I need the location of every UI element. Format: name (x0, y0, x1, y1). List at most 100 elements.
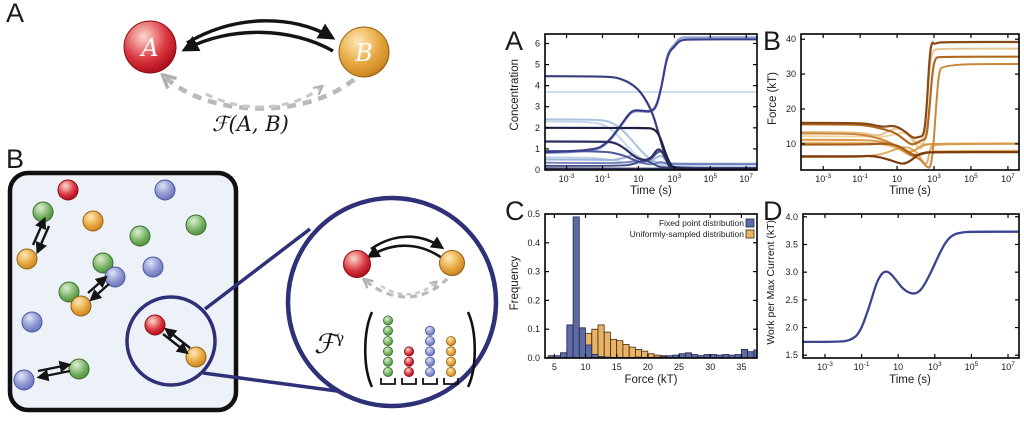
histogram-bar (747, 351, 755, 358)
x-tick-label: 20 (643, 362, 653, 372)
histogram-bar (616, 340, 624, 358)
forward-arrow (186, 19, 336, 45)
plot-d-canvas: 10-3 10-1 10 103 105 107 1.5 2.0 2.5 3.0 3.5 4.0 (785, 212, 1020, 372)
column-dot-green (382, 356, 393, 367)
legend-swatch (745, 229, 755, 239)
column-dot-red (403, 366, 414, 377)
y-tick-label: 5 (535, 60, 540, 70)
y-tick-label: 1 (535, 144, 540, 154)
axes: 10-3 10-1 10 103 105 107 10 20 30 40 (786, 33, 1020, 184)
trajectory-line (545, 159, 757, 170)
x-tick-label: 10 (633, 174, 643, 184)
y-tick-label: 30 (786, 69, 796, 79)
zoom-reaction-arrows (366, 235, 449, 299)
y-tick-label: 0.2 (527, 295, 540, 305)
plot-c-xlabel: Force (kT) (624, 374, 678, 386)
molecule-blue (142, 256, 164, 278)
column-dot-green (382, 346, 393, 357)
species-a-label: A (139, 34, 158, 62)
x-tick-label: 10-3 (817, 361, 833, 372)
column-dot-blue (424, 366, 435, 377)
legend-label: Fixed point distribution (659, 218, 744, 228)
column-dot-red (403, 356, 414, 367)
x-tick-label: 30 (705, 362, 715, 372)
trajectory-lines (801, 40, 1019, 169)
species-b-label: B (354, 39, 373, 67)
trajectory-lines (545, 36, 757, 170)
y-tick-label: 0.0 (527, 353, 540, 363)
x-tick-label: 35 (736, 362, 746, 372)
legend: Fixed point distributionUniformly-sample… (630, 218, 755, 239)
histogram-bar (566, 324, 574, 358)
y-tick-label: 3.5 (785, 239, 798, 249)
column-dot-blue (424, 336, 435, 347)
y-tick-label: 20 (786, 104, 796, 114)
molecule-orange (16, 248, 38, 270)
magnifier-line-top (203, 227, 312, 311)
reversible-reaction-arrows (181, 19, 336, 53)
gamma-exponent: γ (335, 329, 345, 347)
histogram-bar (597, 324, 605, 358)
trajectory-line (545, 140, 757, 170)
histogram-bar (641, 350, 649, 358)
column-dot-green (382, 315, 393, 326)
column-dot-blue (424, 356, 435, 367)
species-b-ball (338, 26, 390, 78)
plot-a-xlabel: Time (s) (630, 185, 672, 197)
y-tick-label: 10 (786, 139, 796, 149)
panel-letter-plot-a: A (505, 26, 524, 56)
trajectory-line (545, 38, 757, 154)
molecule-blue (21, 311, 43, 333)
y-tick-label: 0.5 (527, 209, 540, 219)
reaction-arrow-pairs (31, 216, 191, 382)
trajectory-line (545, 36, 757, 155)
axes: 5 10 15 20 25 30 35 0.0 0.1 0.2 0.3 0.4 0.5 (527, 209, 758, 372)
reaction-network-diagram: A B (7, 19, 499, 413)
column-dot-orange (445, 346, 456, 357)
y-tick-label: 40 (786, 34, 796, 44)
y-tick-label: 3.0 (785, 267, 798, 277)
x-tick-label: 103 (668, 173, 682, 184)
x-tick-label: 25 (674, 362, 684, 372)
x-tick-label: 15 (612, 362, 622, 372)
column-dot-orange (445, 336, 456, 347)
y-tick-label: 0.3 (527, 267, 540, 277)
histogram-bar (628, 346, 636, 358)
plot-histogram: C Frequency Fixed point distribution Unif… (503, 198, 763, 396)
plot-d-xlabel: Time (s) (889, 374, 931, 386)
y-tick-label: 6 (535, 38, 540, 48)
legend-swatch (745, 218, 755, 228)
x-tick-label: 103 (927, 173, 941, 184)
plot-b-canvas: 10-3 10-1 10 103 105 107 10 20 30 40 (786, 33, 1020, 184)
force-function-label: ℱ(A, B) (212, 112, 289, 136)
plot-b-xlabel: Time (s) (889, 185, 931, 197)
x-tick-label: 105 (703, 173, 717, 184)
plot-a-canvas: 10-3 10-1 10 103 105 107 0 1 2 3 4 5 6 (535, 33, 758, 184)
x-tick-label: 10-3 (559, 173, 575, 184)
x-tick-label: 10 (581, 362, 591, 372)
panel-letter-plot-d: D (763, 196, 783, 226)
paren-left (364, 311, 374, 388)
molecule-orange (82, 210, 104, 232)
molecule-green (58, 281, 80, 303)
force-coupling-arrows (166, 76, 360, 111)
trajectory-line (545, 156, 757, 169)
histogram-bar (585, 344, 593, 358)
script-f-symbol: ℱ (314, 329, 336, 360)
axes: 10-3 10-1 10 103 105 107 1.5 2.0 2.5 3.0 3.5 4.0 (785, 212, 1020, 372)
x-tick-label: 107 (1001, 173, 1015, 184)
force-gamma-label: ℱγ (314, 329, 344, 360)
x-tick-label: 105 (964, 173, 978, 184)
trajectory-line (545, 126, 757, 170)
molecule-blue (13, 369, 35, 391)
molecule-green (185, 214, 207, 236)
molecule-green (129, 225, 151, 247)
x-tick-label: 10-1 (852, 173, 868, 184)
molecule-green (32, 201, 54, 223)
column-dot-green (382, 366, 393, 377)
axes: 10-3 10-1 10 103 105 107 0 1 2 3 4 5 6 (535, 33, 758, 184)
molecule-orange (70, 295, 92, 317)
y-tick-label: 4.0 (785, 212, 798, 222)
y-tick-label: 0.1 (527, 324, 540, 334)
